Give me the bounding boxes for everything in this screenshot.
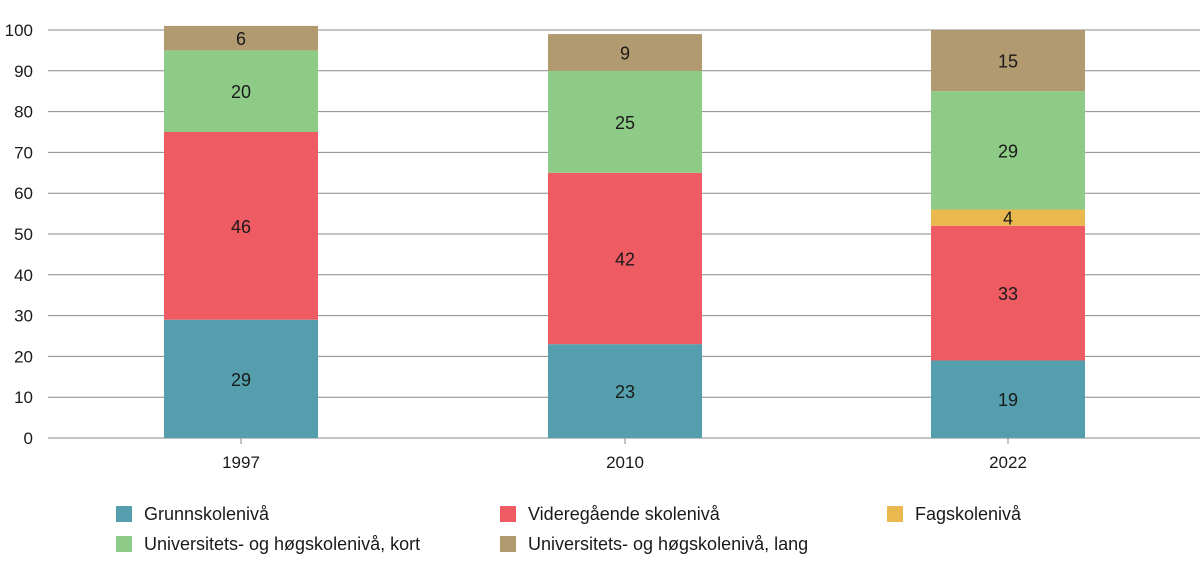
x-axis-ticks: 1997 2010 2022 — [222, 438, 1027, 472]
y-tick-label: 60 — [14, 184, 33, 203]
bar-segment — [164, 50, 318, 132]
stacked-bar-chart: 0 10 20 30 40 50 60 70 80 90 100 29 46 20 6 23 42 25 9 19 3… — [5, 21, 1200, 472]
x-tick-label: 1997 — [222, 453, 260, 472]
data-label: 4 — [1003, 209, 1013, 229]
y-tick-label: 50 — [14, 225, 33, 244]
data-label: 33 — [998, 284, 1018, 304]
data-label: 42 — [615, 249, 635, 269]
data-label: 46 — [231, 217, 251, 237]
bar-segment — [548, 344, 702, 438]
legend-label: Fagskolenivå — [915, 503, 1022, 524]
legend-swatch — [116, 506, 132, 522]
legend-label: Grunnskolenivå — [144, 503, 270, 524]
data-label: 6 — [236, 29, 246, 49]
data-label: 20 — [231, 82, 251, 102]
bar-segment — [931, 360, 1085, 438]
data-label: 19 — [998, 390, 1018, 410]
bar-segment — [931, 91, 1085, 210]
bar-segment — [548, 70, 702, 173]
legend-swatch — [500, 536, 516, 552]
y-tick-label: 30 — [14, 307, 33, 326]
bar-segment — [548, 34, 702, 71]
data-label: 29 — [998, 141, 1018, 161]
y-tick-label: 80 — [14, 103, 33, 122]
y-tick-label: 40 — [14, 266, 33, 285]
y-tick-label: 70 — [14, 143, 33, 162]
legend-item: Universitets- og høgskolenivå, lang — [500, 533, 808, 555]
bar-segment — [931, 30, 1085, 92]
legend-item: Videregående skolenivå — [500, 503, 720, 525]
data-label: 23 — [615, 382, 635, 402]
legend: Grunnskolenivå Videregående skolenivå Fags… — [0, 495, 1200, 571]
x-tick-label: 2010 — [606, 453, 644, 472]
legend-item: Fagskolenivå — [887, 503, 1021, 525]
bar-segment — [164, 25, 318, 51]
bars: 29 46 20 6 23 42 25 9 19 33 4 29 15 — [164, 25, 1085, 438]
bar-segment — [548, 172, 702, 345]
data-label: 25 — [615, 113, 635, 133]
y-tick-label: 10 — [14, 388, 33, 407]
y-tick-label: 0 — [24, 429, 33, 448]
legend-label: Universitets- og høgskolenivå, kort — [144, 533, 421, 554]
data-label: 9 — [620, 43, 630, 63]
legend-swatch — [116, 536, 132, 552]
legend-swatch — [500, 506, 516, 522]
data-label: 15 — [998, 52, 1018, 72]
bar-segment — [931, 209, 1085, 226]
legend-label: Videregående skolenivå — [528, 503, 720, 524]
y-tick-label: 100 — [5, 21, 33, 40]
legend-swatch — [887, 506, 903, 522]
x-tick-label: 2022 — [989, 453, 1027, 472]
legend-item: Grunnskolenivå — [116, 503, 269, 525]
bar-segment — [931, 225, 1085, 361]
y-axis-ticks: 0 10 20 30 40 50 60 70 80 90 100 — [5, 21, 33, 448]
legend-label: Universitets- og høgskolenivå, lang — [528, 533, 809, 554]
legend-item: Universitets- og høgskolenivå, kort — [116, 533, 420, 555]
data-label: 29 — [231, 370, 251, 390]
y-tick-label: 90 — [14, 62, 33, 81]
y-tick-label: 20 — [14, 347, 33, 366]
bar-segment — [164, 132, 318, 320]
bar-segment — [164, 319, 318, 438]
